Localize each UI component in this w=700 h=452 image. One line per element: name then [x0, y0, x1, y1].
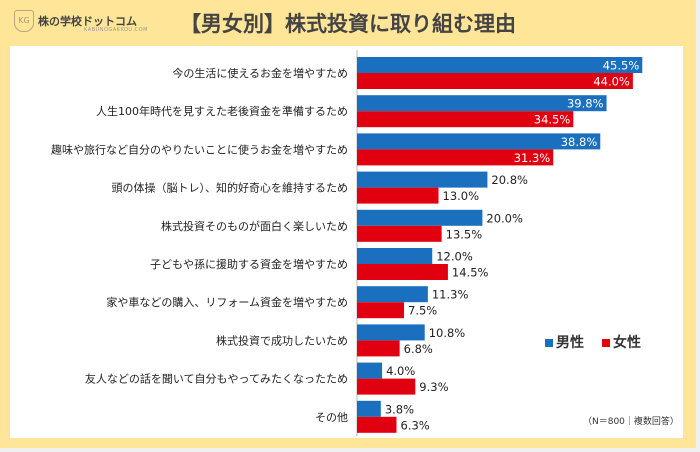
data-label: 11.3% — [432, 288, 469, 302]
male-bar — [357, 324, 425, 341]
category-label: 友人などの話を聞いて自分もやってみたくなったため — [85, 372, 348, 386]
male-bar — [357, 171, 488, 188]
data-label: 31.3% — [514, 151, 551, 165]
male-bar — [357, 362, 383, 379]
data-label: 20.0% — [486, 211, 523, 225]
data-label: 44.0% — [593, 75, 630, 89]
category-label: 頭の体操（脳トレ）、知的好奇心を維持するため — [112, 181, 349, 195]
female-bar — [357, 302, 405, 319]
data-label: 4.0% — [386, 364, 415, 378]
legend-swatch — [545, 339, 553, 347]
data-label: 6.3% — [401, 418, 430, 432]
brand-logo: KG 株の学校ドットコム KABUNOGAKKOU.COM — [14, 10, 147, 33]
data-label: 6.8% — [404, 342, 433, 356]
brand-sub: KABUNOGAKKOU.COM — [84, 27, 148, 33]
legend: 男性 女性 — [545, 332, 641, 352]
sample-note: （N＝800｜複数回答） — [583, 417, 679, 427]
data-label: 39.8% — [567, 97, 604, 111]
male-bar — [357, 286, 428, 303]
female-bar — [357, 187, 439, 204]
data-label: 14.5% — [452, 266, 489, 280]
male-bar — [357, 209, 483, 226]
female-bar — [357, 225, 442, 242]
male-bar — [357, 95, 607, 112]
data-label: 7.5% — [408, 304, 437, 318]
male-bar — [357, 400, 381, 417]
category-label: 株式投資で成功したいため — [216, 333, 348, 347]
legend-label: 男性 — [556, 335, 584, 351]
legend-item-female: 女性 — [602, 332, 641, 352]
category-label: 趣味や旅行など自分のやりたいことに使うお金を増やすため — [51, 142, 348, 156]
legend-label: 女性 — [613, 335, 641, 351]
male-bar — [357, 133, 601, 150]
category-label: 子どもや孫に援助する資金を増やすため — [150, 257, 348, 271]
category-label: 株式投資そのものが面白く楽しいため — [161, 219, 348, 233]
male-bar — [357, 57, 643, 73]
data-label: 12.0% — [436, 250, 473, 264]
male-bar — [357, 248, 433, 264]
chart-title: 【男女別】株式投資に取り組む理由 — [180, 12, 516, 36]
data-label: 10.8% — [429, 326, 466, 340]
data-label: 13.5% — [446, 227, 483, 241]
female-bar — [357, 73, 633, 89]
category-label: 家や車などの購入、リフォーム資金を増やすため — [106, 295, 348, 309]
data-label: 9.3% — [419, 380, 448, 394]
brand-name: 株の学校ドットコム — [38, 15, 137, 28]
category-label: その他 — [315, 411, 348, 424]
category-label: 人生100年時代を見すえた老後資金を準備するため — [96, 104, 348, 118]
female-bar — [357, 340, 400, 357]
shield-logo-icon: KG — [14, 10, 34, 32]
data-label: 34.5% — [534, 113, 571, 127]
data-label: 38.8% — [561, 135, 598, 149]
data-label: 13.0% — [443, 189, 480, 203]
female-bar — [357, 416, 397, 433]
data-label: 3.8% — [385, 402, 414, 416]
data-label: 20.8% — [491, 173, 528, 187]
data-label: 45.5% — [603, 59, 640, 73]
female-bar — [357, 149, 554, 166]
female-bar — [357, 111, 574, 128]
legend-swatch — [602, 339, 610, 347]
female-bar — [357, 264, 448, 280]
category-label: 今の生活に使えるお金を増やすため — [172, 66, 348, 80]
female-bar — [357, 378, 416, 395]
legend-item-male: 男性 — [545, 332, 584, 352]
